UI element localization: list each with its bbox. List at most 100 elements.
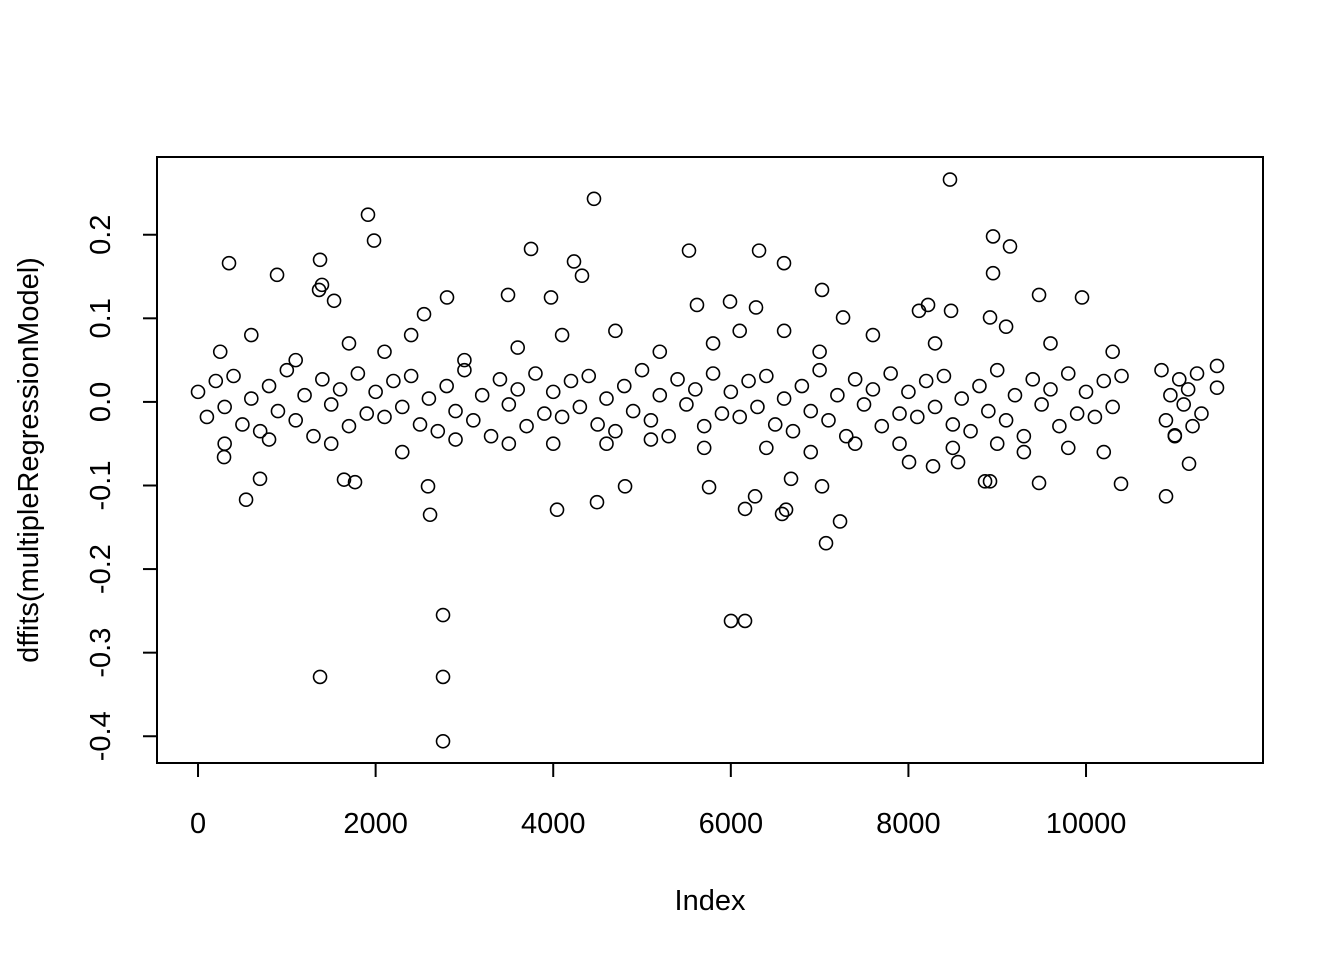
x-tick-label: 0 bbox=[190, 808, 206, 840]
point bbox=[778, 502, 794, 518]
point bbox=[954, 391, 970, 406]
point bbox=[998, 412, 1014, 428]
point bbox=[545, 436, 561, 452]
point bbox=[856, 397, 872, 412]
point bbox=[420, 479, 436, 494]
point bbox=[751, 243, 767, 258]
point bbox=[1185, 418, 1200, 434]
y-tick-label: -0.2 bbox=[85, 544, 117, 594]
point bbox=[589, 494, 605, 510]
point bbox=[500, 287, 516, 303]
point bbox=[1043, 382, 1058, 397]
point bbox=[943, 303, 959, 319]
point bbox=[366, 233, 382, 248]
point bbox=[1002, 239, 1018, 254]
point bbox=[883, 366, 898, 381]
point bbox=[759, 368, 774, 384]
point bbox=[847, 372, 863, 387]
point bbox=[457, 352, 472, 368]
point bbox=[1087, 409, 1103, 425]
point bbox=[892, 436, 907, 452]
point bbox=[1043, 336, 1058, 351]
point bbox=[617, 479, 633, 494]
point bbox=[608, 423, 623, 439]
point bbox=[982, 310, 998, 325]
point bbox=[466, 412, 481, 428]
point bbox=[661, 428, 676, 444]
point bbox=[279, 362, 295, 378]
point bbox=[510, 382, 526, 397]
point bbox=[821, 412, 836, 428]
y-tick-label: 0.0 bbox=[85, 382, 117, 422]
point bbox=[199, 409, 215, 425]
point bbox=[574, 268, 590, 283]
point bbox=[435, 607, 451, 623]
x-axis-label: Index bbox=[675, 885, 746, 917]
point bbox=[1105, 399, 1120, 415]
point bbox=[416, 306, 432, 322]
point bbox=[501, 436, 517, 452]
point bbox=[696, 440, 712, 456]
point bbox=[523, 241, 539, 257]
point bbox=[818, 535, 834, 551]
point bbox=[590, 417, 605, 432]
point bbox=[776, 323, 792, 339]
point bbox=[252, 423, 268, 439]
point bbox=[950, 454, 966, 470]
point bbox=[963, 423, 978, 439]
point bbox=[774, 506, 790, 522]
point bbox=[794, 378, 810, 394]
point bbox=[439, 378, 454, 394]
point bbox=[566, 254, 582, 269]
point bbox=[492, 372, 508, 387]
y-tick-label: 0.1 bbox=[85, 298, 117, 338]
point bbox=[252, 471, 268, 487]
point bbox=[238, 492, 254, 508]
point bbox=[1007, 387, 1023, 403]
point bbox=[312, 669, 328, 685]
point bbox=[832, 514, 848, 529]
point bbox=[599, 391, 614, 406]
point bbox=[737, 613, 753, 629]
y-axis-label: dffits(multipleRegressionModel) bbox=[13, 257, 45, 663]
x-tick-label: 2000 bbox=[343, 808, 408, 840]
point bbox=[945, 440, 961, 456]
point bbox=[981, 403, 996, 419]
point bbox=[377, 409, 392, 425]
point bbox=[634, 362, 650, 378]
point bbox=[874, 418, 890, 434]
point bbox=[679, 397, 694, 412]
point bbox=[1158, 412, 1174, 428]
point bbox=[554, 327, 570, 343]
point bbox=[1163, 387, 1178, 403]
point bbox=[705, 366, 721, 381]
point bbox=[336, 472, 352, 487]
point bbox=[714, 406, 730, 421]
point bbox=[608, 323, 623, 339]
y-tick-label: -0.1 bbox=[85, 461, 117, 511]
point bbox=[625, 403, 641, 419]
point bbox=[217, 436, 232, 452]
point bbox=[1096, 444, 1112, 460]
point bbox=[1171, 372, 1187, 387]
plot-frame bbox=[156, 156, 1264, 764]
point bbox=[1167, 428, 1183, 443]
point bbox=[689, 297, 705, 313]
point bbox=[747, 489, 763, 504]
point bbox=[347, 474, 363, 490]
point bbox=[519, 418, 534, 434]
point bbox=[732, 409, 748, 425]
point bbox=[1105, 344, 1120, 360]
point bbox=[403, 368, 419, 384]
point bbox=[549, 502, 565, 518]
point bbox=[918, 373, 934, 389]
point bbox=[435, 669, 451, 685]
point bbox=[421, 391, 437, 406]
point bbox=[652, 344, 668, 360]
point bbox=[892, 406, 907, 421]
point bbox=[323, 436, 339, 452]
point bbox=[216, 449, 232, 465]
point bbox=[1194, 406, 1209, 421]
point bbox=[528, 366, 543, 381]
